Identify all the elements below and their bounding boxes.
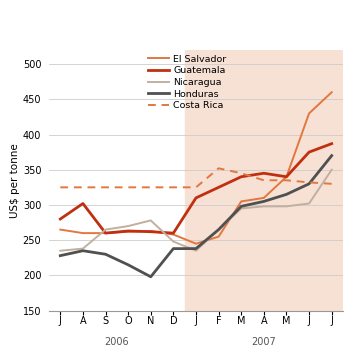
Text: 2007: 2007 <box>251 337 276 347</box>
Bar <box>185 50 343 311</box>
Text: Nominal wholesale price of white maize: Nominal wholesale price of white maize <box>47 14 301 27</box>
Text: Figure 11.: Figure 11. <box>5 14 77 27</box>
Legend: El Salvador, Guatemala, Nicaragua, Honduras, Costa Rica: El Salvador, Guatemala, Nicaragua, Hondu… <box>148 55 226 110</box>
Text: 2006: 2006 <box>105 337 129 347</box>
Y-axis label: US$ per tonne: US$ per tonne <box>10 143 20 218</box>
